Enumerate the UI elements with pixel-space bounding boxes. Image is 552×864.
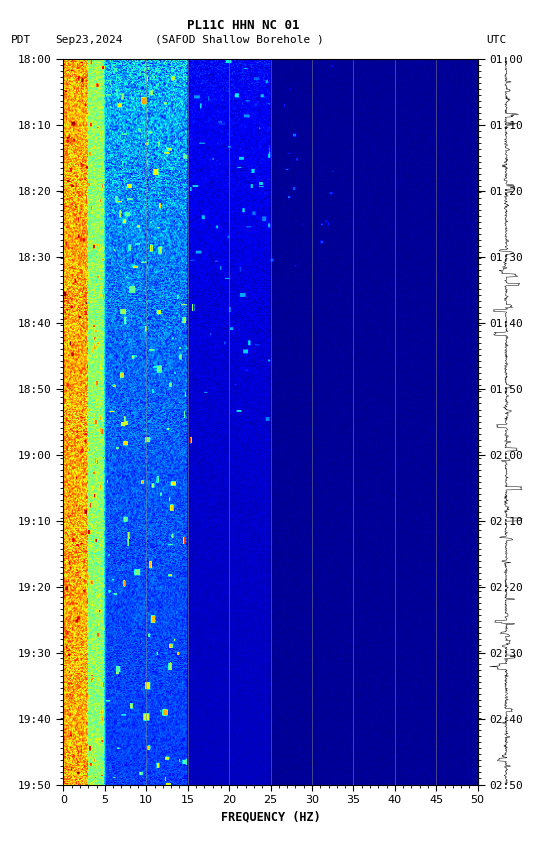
Text: PDT: PDT: [11, 35, 31, 45]
Text: UTC: UTC: [486, 35, 506, 45]
Text: PL11C HHN NC 01: PL11C HHN NC 01: [187, 19, 299, 32]
Text: (SAFOD Shallow Borehole ): (SAFOD Shallow Borehole ): [155, 35, 323, 45]
Text: Sep23,2024: Sep23,2024: [55, 35, 123, 45]
X-axis label: FREQUENCY (HZ): FREQUENCY (HZ): [221, 810, 321, 823]
